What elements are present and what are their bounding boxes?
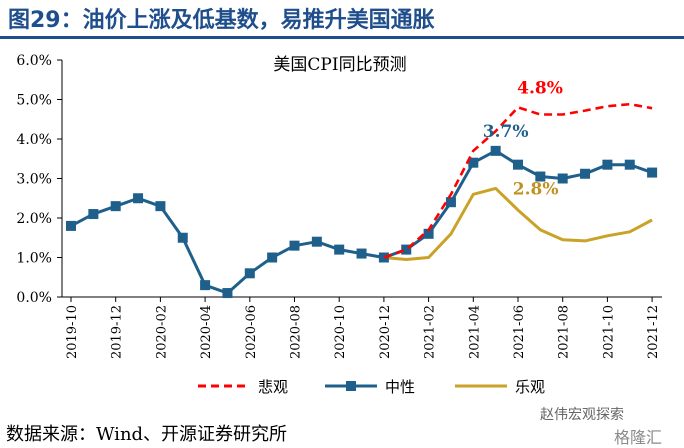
data-label-乐观: 2.8% [513, 179, 559, 199]
title-divider [0, 36, 684, 39]
data-point-中性 [557, 173, 568, 184]
figure-title: 图29：油价上涨及低基数，易推升美国通胀 [8, 8, 435, 33]
data-point-中性 [423, 228, 434, 239]
data-point-中性 [222, 288, 233, 299]
data-point-中性 [401, 244, 412, 255]
data-point-中性 [311, 236, 322, 247]
data-point-中性 [468, 157, 479, 168]
y-tick-label: 6.0% [16, 53, 52, 69]
y-tick-label: 3.0% [16, 172, 52, 188]
cpi-forecast-chart: 美国CPI同比预测 0.0% 1.0% 2.0% 3.0% 4.0% 5.0% 6.0% 2… [16, 53, 662, 396]
data-point-中性 [647, 167, 658, 178]
data-point-中性 [200, 280, 211, 291]
x-tick-label: 2020-08 [289, 305, 304, 359]
y-tick-label: 5.0% [16, 93, 52, 109]
data-point-中性 [490, 145, 501, 156]
series-layer [66, 102, 658, 299]
data-point-中性 [624, 159, 635, 170]
legend-marker-中性 [346, 381, 356, 391]
x-tick-label: 2020-04 [199, 305, 214, 359]
y-tick-label: 2.0% [16, 211, 52, 227]
watermark: 赵伟宏观探索 [540, 407, 624, 423]
data-point-中性 [88, 209, 99, 220]
legend-label-中性: 中性 [385, 378, 415, 396]
data-point-中性 [244, 268, 255, 279]
y-axis: 0.0% 1.0% 2.0% 3.0% 4.0% 5.0% 6.0% [16, 53, 63, 306]
x-tick-label: 2020-06 [244, 305, 259, 359]
data-point-中性 [66, 220, 76, 231]
annotations: 4.8% 3.7% 2.8% [483, 78, 563, 199]
x-axis: 2019-10 2019-12 2020-02 2020-04 2020-06 2020-… [62, 296, 662, 359]
data-point-中性 [289, 240, 300, 251]
data-point-中性 [177, 232, 188, 243]
data-point-中性 [267, 252, 278, 263]
data-label-悲观: 4.8% [517, 78, 563, 98]
x-tick-label: 2021-02 [423, 305, 438, 359]
data-point-中性 [602, 159, 613, 170]
data-point-中性 [110, 201, 121, 212]
x-tick-label: 2021-08 [557, 305, 572, 359]
data-point-中性 [133, 193, 144, 204]
y-tick-label: 4.0% [16, 132, 52, 148]
series-line-乐观 [383, 186, 653, 261]
x-tick-label: 2021-10 [601, 305, 616, 359]
data-point-中性 [513, 159, 523, 170]
x-tick-label: 2021-06 [512, 305, 527, 359]
x-tick-label: 2021-12 [646, 305, 661, 359]
x-tick-label: 2020-10 [333, 305, 348, 359]
data-point-中性 [334, 244, 345, 255]
x-tick-label: 2019-12 [110, 305, 125, 359]
source-footer: 数据来源：Wind、开源证券研究所 [6, 424, 288, 445]
x-tick-label: 2020-12 [378, 305, 393, 359]
x-tick-label: 2021-04 [467, 305, 482, 359]
x-tick-label: 2019-10 [65, 305, 80, 359]
x-tick-label: 2020-02 [154, 305, 169, 359]
y-tick-label: 0.0% [16, 290, 52, 306]
y-tick-label: 1.0% [16, 251, 52, 267]
data-label-中性: 3.7% [483, 122, 529, 142]
legend-label-悲观: 悲观 [258, 378, 288, 396]
data-point-中性 [580, 168, 591, 179]
legend-label-乐观: 乐观 [515, 378, 545, 396]
legend: 悲观 中性 乐观 [198, 378, 545, 396]
data-point-中性 [445, 197, 456, 208]
series-line-悲观 [383, 102, 653, 259]
data-point-中性 [535, 171, 546, 182]
series-line-中性 [70, 149, 653, 295]
data-point-中性 [356, 248, 367, 259]
watermark-site: 格隆汇 [614, 428, 663, 447]
data-point-中性 [155, 201, 166, 212]
chart-title: 美国CPI同比预测 [273, 55, 406, 75]
